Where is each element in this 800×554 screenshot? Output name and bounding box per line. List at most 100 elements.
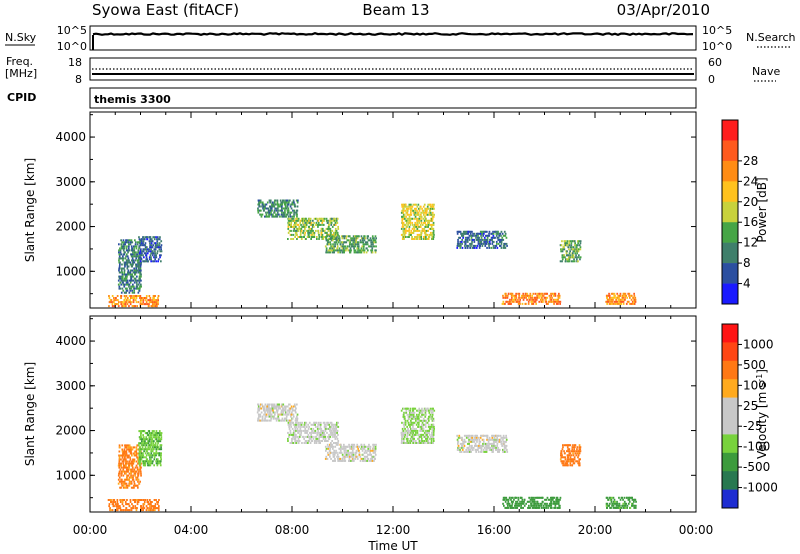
- echo-cell-2: [153, 430, 155, 433]
- echo-cell-6: [418, 417, 420, 420]
- echo-cell-5: [338, 451, 341, 454]
- echo-cell-5: [355, 237, 358, 240]
- echo-cell-3: [281, 405, 284, 408]
- echo-cell-3: [293, 209, 296, 212]
- echo-cell-2: [147, 440, 149, 443]
- echo-cell-4: [293, 431, 296, 434]
- echo-cell-4: [299, 219, 301, 222]
- echo-cell-7: [478, 246, 481, 249]
- echo-cell-4: [331, 433, 334, 436]
- echo-cell-6: [406, 435, 409, 438]
- echo-cell-3: [282, 407, 285, 410]
- echo-cell-1: [133, 484, 135, 487]
- echo-cell-1: [121, 273, 124, 276]
- echo-cell-4: [332, 233, 335, 236]
- echo-cell-3: [285, 213, 288, 216]
- echo-cell-8: [543, 506, 546, 509]
- echo-cell-0: [117, 299, 119, 302]
- echo-cell-9: [579, 258, 581, 261]
- echo-cell-1: [137, 458, 139, 461]
- echo-cell-9: [563, 462, 565, 465]
- echo-cell-4: [324, 425, 326, 428]
- echo-cell-7: [457, 440, 460, 443]
- echo-cell-2: [154, 442, 157, 445]
- echo-cell-5: [351, 237, 354, 240]
- echo-cell-4: [305, 421, 308, 424]
- echo-cell-5: [369, 459, 372, 462]
- echo-cell-2: [146, 258, 148, 261]
- colorbar-swatch: [722, 283, 738, 305]
- echo-cell-10: [624, 292, 627, 295]
- echo-cell-1: [137, 269, 139, 272]
- echo-cell-1: [138, 253, 141, 256]
- echo-cell-7: [480, 434, 483, 437]
- echo-cell-10: [611, 300, 614, 303]
- echo-cell-4: [295, 229, 298, 232]
- echo-cell-0: [133, 305, 135, 308]
- echo-cell-3: [260, 411, 263, 414]
- echo-cell-6: [414, 203, 416, 206]
- echo-cell-3: [294, 205, 297, 208]
- power-frame: [89, 111, 697, 309]
- echo-cell-0: [114, 299, 117, 302]
- echo-cell-4: [294, 427, 297, 430]
- echo-cell-4: [321, 238, 324, 240]
- echo-cell-7: [458, 230, 461, 233]
- echo-cell-0: [150, 503, 152, 506]
- echo-cell-6: [431, 233, 434, 236]
- echo-cell-4: [290, 223, 292, 226]
- echo-cell-5: [339, 449, 342, 452]
- echo-cell-2: [148, 248, 151, 251]
- echo-cell-8: [541, 292, 544, 295]
- echo-cell-5: [350, 459, 352, 462]
- echo-cell-5: [334, 459, 336, 462]
- echo-cell-7: [502, 234, 505, 237]
- echo-cell-6: [411, 227, 414, 230]
- echo-cell-3: [265, 409, 268, 412]
- echo-cell-3: [295, 417, 297, 420]
- echo-cell-4: [319, 433, 322, 436]
- echo-cell-8: [502, 498, 505, 501]
- echo-cell-2: [155, 450, 158, 453]
- echo-cell-4: [336, 437, 339, 440]
- echo-cell-2: [154, 444, 157, 447]
- colorbar-frame: [721, 323, 739, 509]
- echo-cell-5: [366, 243, 369, 246]
- echo-cell-4: [310, 437, 312, 440]
- echo-cell-1: [127, 265, 130, 268]
- echo-cell-7: [482, 230, 485, 233]
- echo-cell-8: [513, 498, 515, 501]
- echo-cell-2: [145, 444, 148, 447]
- echo-cell-2: [154, 250, 156, 253]
- echo-cell-5: [365, 251, 368, 254]
- echo-cell-2: [159, 236, 161, 239]
- echo-cell-4: [309, 229, 311, 232]
- echo-cell-9: [566, 240, 569, 243]
- echo-cell-8: [546, 496, 549, 499]
- echo-cell-2: [142, 248, 145, 251]
- echo-cell-9: [571, 240, 573, 243]
- echo-cell-6: [403, 205, 406, 208]
- colorbar-swatch: [722, 452, 738, 472]
- echo-cell-2: [140, 434, 142, 437]
- echo-cell-3: [259, 201, 261, 204]
- echo-cell-4: [319, 421, 322, 424]
- echo-cell-3: [258, 419, 261, 422]
- echo-cell-1: [132, 263, 134, 266]
- echo-cell-3: [286, 419, 289, 422]
- echo-cell-1: [121, 484, 123, 487]
- echo-cell-2: [148, 462, 150, 465]
- echo-cell-0: [130, 509, 133, 512]
- echo-cell-6: [431, 227, 433, 230]
- echo-cell-2: [155, 260, 158, 263]
- echo-cell-7: [470, 242, 472, 245]
- echo-cell-3: [291, 215, 294, 218]
- echo-cell-3: [284, 417, 287, 420]
- echo-cell-3: [276, 201, 279, 204]
- echo-cell-4: [332, 425, 335, 428]
- echo-cell-1: [128, 460, 130, 463]
- echo-cell-1: [123, 269, 126, 272]
- echo-cell-9: [560, 456, 563, 459]
- echo-cell-1: [118, 265, 121, 268]
- echo-cell-8: [507, 500, 510, 503]
